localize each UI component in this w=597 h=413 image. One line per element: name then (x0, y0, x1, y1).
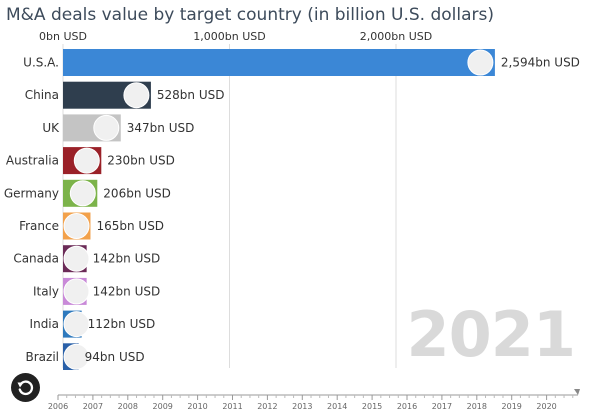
value-label: 528bn USD (157, 88, 225, 102)
value-label: 347bn USD (127, 121, 195, 135)
value-label: 230bn USD (107, 154, 175, 168)
timeline-year-label: 2020 (536, 402, 556, 411)
flag-icon (63, 245, 90, 272)
timeline-year-label: 2009 (153, 402, 173, 411)
flag-icon (69, 180, 96, 207)
timeline-handle (574, 389, 580, 395)
flag-icon (63, 278, 90, 305)
value-label: 2,594bn USD (501, 56, 580, 70)
axis-tick-label: 0bn USD (39, 30, 87, 43)
category-label: Australia (6, 154, 59, 168)
timeline-year-label: 2013 (292, 402, 312, 411)
category-label: Italy (33, 284, 59, 298)
category-label: UK (42, 121, 60, 135)
timeline-year-label: 2006 (48, 402, 68, 411)
axis-tick-label: 1,000bn USD (193, 30, 265, 43)
timeline-year-label: 2017 (432, 402, 452, 411)
flag-icon (63, 213, 90, 239)
timeline-year-label: 2014 (327, 402, 347, 411)
timeline-year-label: 2018 (467, 402, 487, 411)
timeline-year-label: 2007 (83, 402, 103, 411)
flag-icon (93, 114, 120, 141)
axis-tick-label: 2,000bn USD (360, 30, 432, 43)
category-label: China (25, 88, 59, 102)
category-label: India (30, 317, 59, 331)
category-label: Germany (4, 186, 59, 200)
value-label: 165bn USD (96, 219, 164, 233)
timeline-year-label: 2016 (397, 402, 417, 411)
flag-icon (63, 311, 90, 338)
value-label: 112bn USD (88, 317, 156, 331)
timeline-year-label: 2015 (362, 402, 382, 411)
year-timeline[interactable]: 2006 2007 2008 2009 2010 2011 2012 2013 2014 2015… (0, 380, 597, 413)
replay-button[interactable] (11, 373, 40, 402)
category-label: U.S.A. (23, 56, 59, 70)
bar (63, 49, 495, 76)
timeline-year-label: 2012 (257, 402, 277, 411)
category-label: Brazil (26, 350, 60, 364)
replay-icon (17, 380, 34, 396)
category-label: France (19, 219, 59, 233)
flag-icon (73, 147, 100, 174)
chart-title: M&A deals value by target country (in bi… (6, 5, 494, 25)
flag-icon (123, 82, 150, 109)
value-label: 94bn USD (85, 350, 145, 364)
flag-icon (467, 49, 494, 76)
timeline-year-label: 2008 (118, 402, 138, 411)
value-label: 142bn USD (93, 252, 161, 266)
current-year-label: 2021 (406, 298, 576, 371)
bar-chart: 0bn USD 1,000bn USD 2,000bn USD U.S.A. 2,594… (4, 30, 580, 370)
timeline-year-label: 2019 (502, 402, 522, 411)
flag-icon (63, 343, 90, 370)
timeline-year-label: 2011 (222, 402, 242, 411)
timeline-year-label: 2010 (187, 402, 207, 411)
value-label: 206bn USD (103, 186, 171, 200)
value-label: 142bn USD (93, 284, 161, 298)
category-label: Canada (13, 252, 59, 266)
